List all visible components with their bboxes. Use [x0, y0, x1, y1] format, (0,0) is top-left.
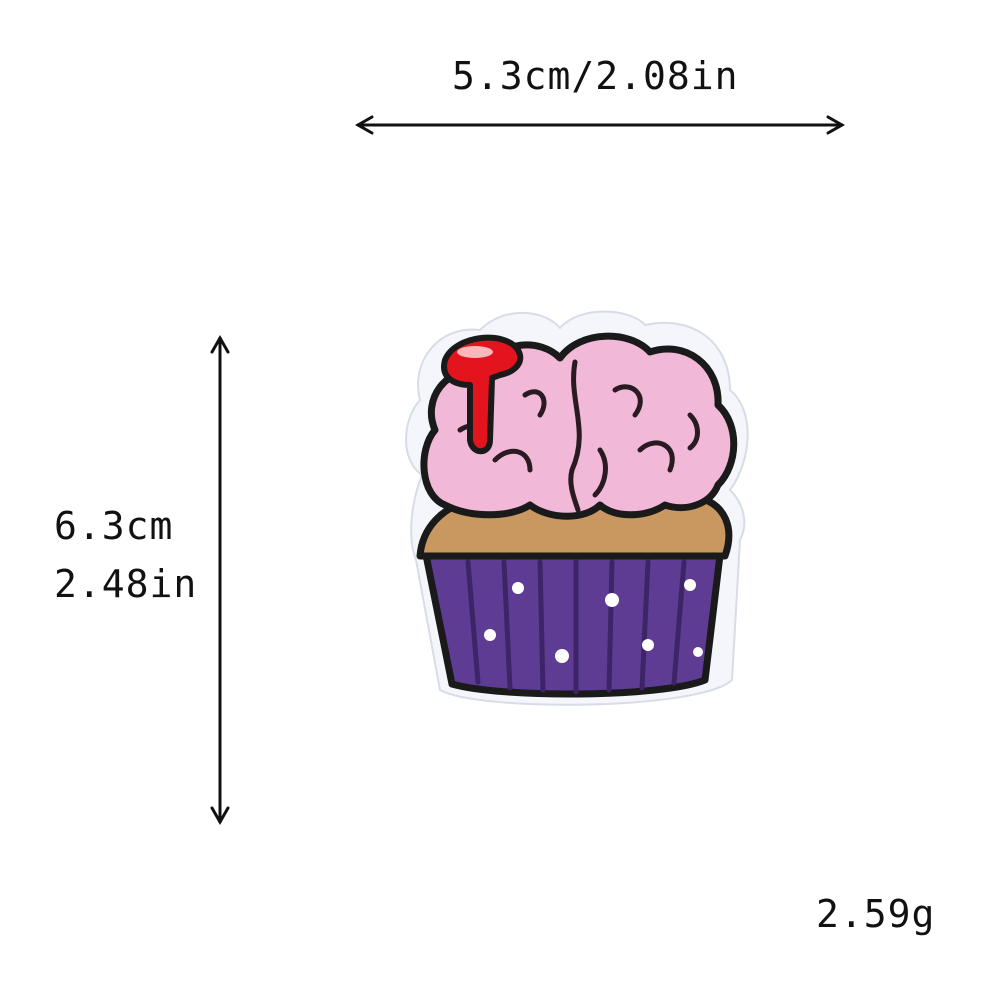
wrapper-dots — [484, 579, 703, 663]
brain-cupcake-patch-icon — [405, 310, 749, 706]
blood-highlight — [457, 346, 493, 358]
height-arrow — [210, 334, 230, 826]
weight-label: 2.59g — [816, 892, 936, 936]
height-cm-label: 6.3cm — [54, 504, 174, 548]
width-label: 5.3cm/2.08in — [452, 54, 739, 98]
height-in-label: 2.48in — [54, 562, 198, 606]
blood-drip — [441, 334, 524, 455]
wrapper-pleats — [465, 559, 687, 695]
width-arrow — [354, 115, 846, 135]
